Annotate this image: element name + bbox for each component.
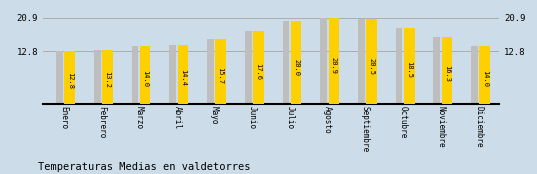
Bar <box>169 45 176 104</box>
Text: 14.4: 14.4 <box>180 69 186 86</box>
Bar <box>366 19 377 104</box>
Text: 14.0: 14.0 <box>142 70 148 87</box>
Bar <box>253 31 264 104</box>
Text: 13.2: 13.2 <box>105 71 111 88</box>
Bar <box>215 39 226 104</box>
Bar <box>207 39 214 104</box>
Bar <box>329 18 339 104</box>
Bar <box>282 21 289 104</box>
Bar <box>102 50 113 104</box>
Bar <box>245 31 251 104</box>
Bar <box>56 51 63 104</box>
Text: 16.3: 16.3 <box>444 65 450 82</box>
Text: 12.8: 12.8 <box>67 72 72 89</box>
Text: 17.6: 17.6 <box>256 63 262 80</box>
Bar <box>132 46 139 104</box>
Bar <box>140 46 150 104</box>
Text: 18.5: 18.5 <box>407 61 412 78</box>
Text: 14.0: 14.0 <box>482 70 488 87</box>
Bar <box>442 37 452 104</box>
Bar <box>291 21 301 104</box>
Bar <box>471 46 478 104</box>
Bar <box>94 50 100 104</box>
Text: 20.0: 20.0 <box>293 59 299 76</box>
Text: 20.5: 20.5 <box>368 58 374 75</box>
Bar <box>404 28 415 104</box>
Bar <box>320 18 327 104</box>
Bar <box>178 45 188 104</box>
Text: 15.7: 15.7 <box>217 67 223 84</box>
Text: Temperaturas Medias en valdetorres: Temperaturas Medias en valdetorres <box>38 162 250 172</box>
Bar <box>358 19 365 104</box>
Bar <box>64 51 75 104</box>
Bar <box>433 37 440 104</box>
Bar <box>396 28 402 104</box>
Bar <box>480 46 490 104</box>
Text: 20.9: 20.9 <box>331 57 337 74</box>
